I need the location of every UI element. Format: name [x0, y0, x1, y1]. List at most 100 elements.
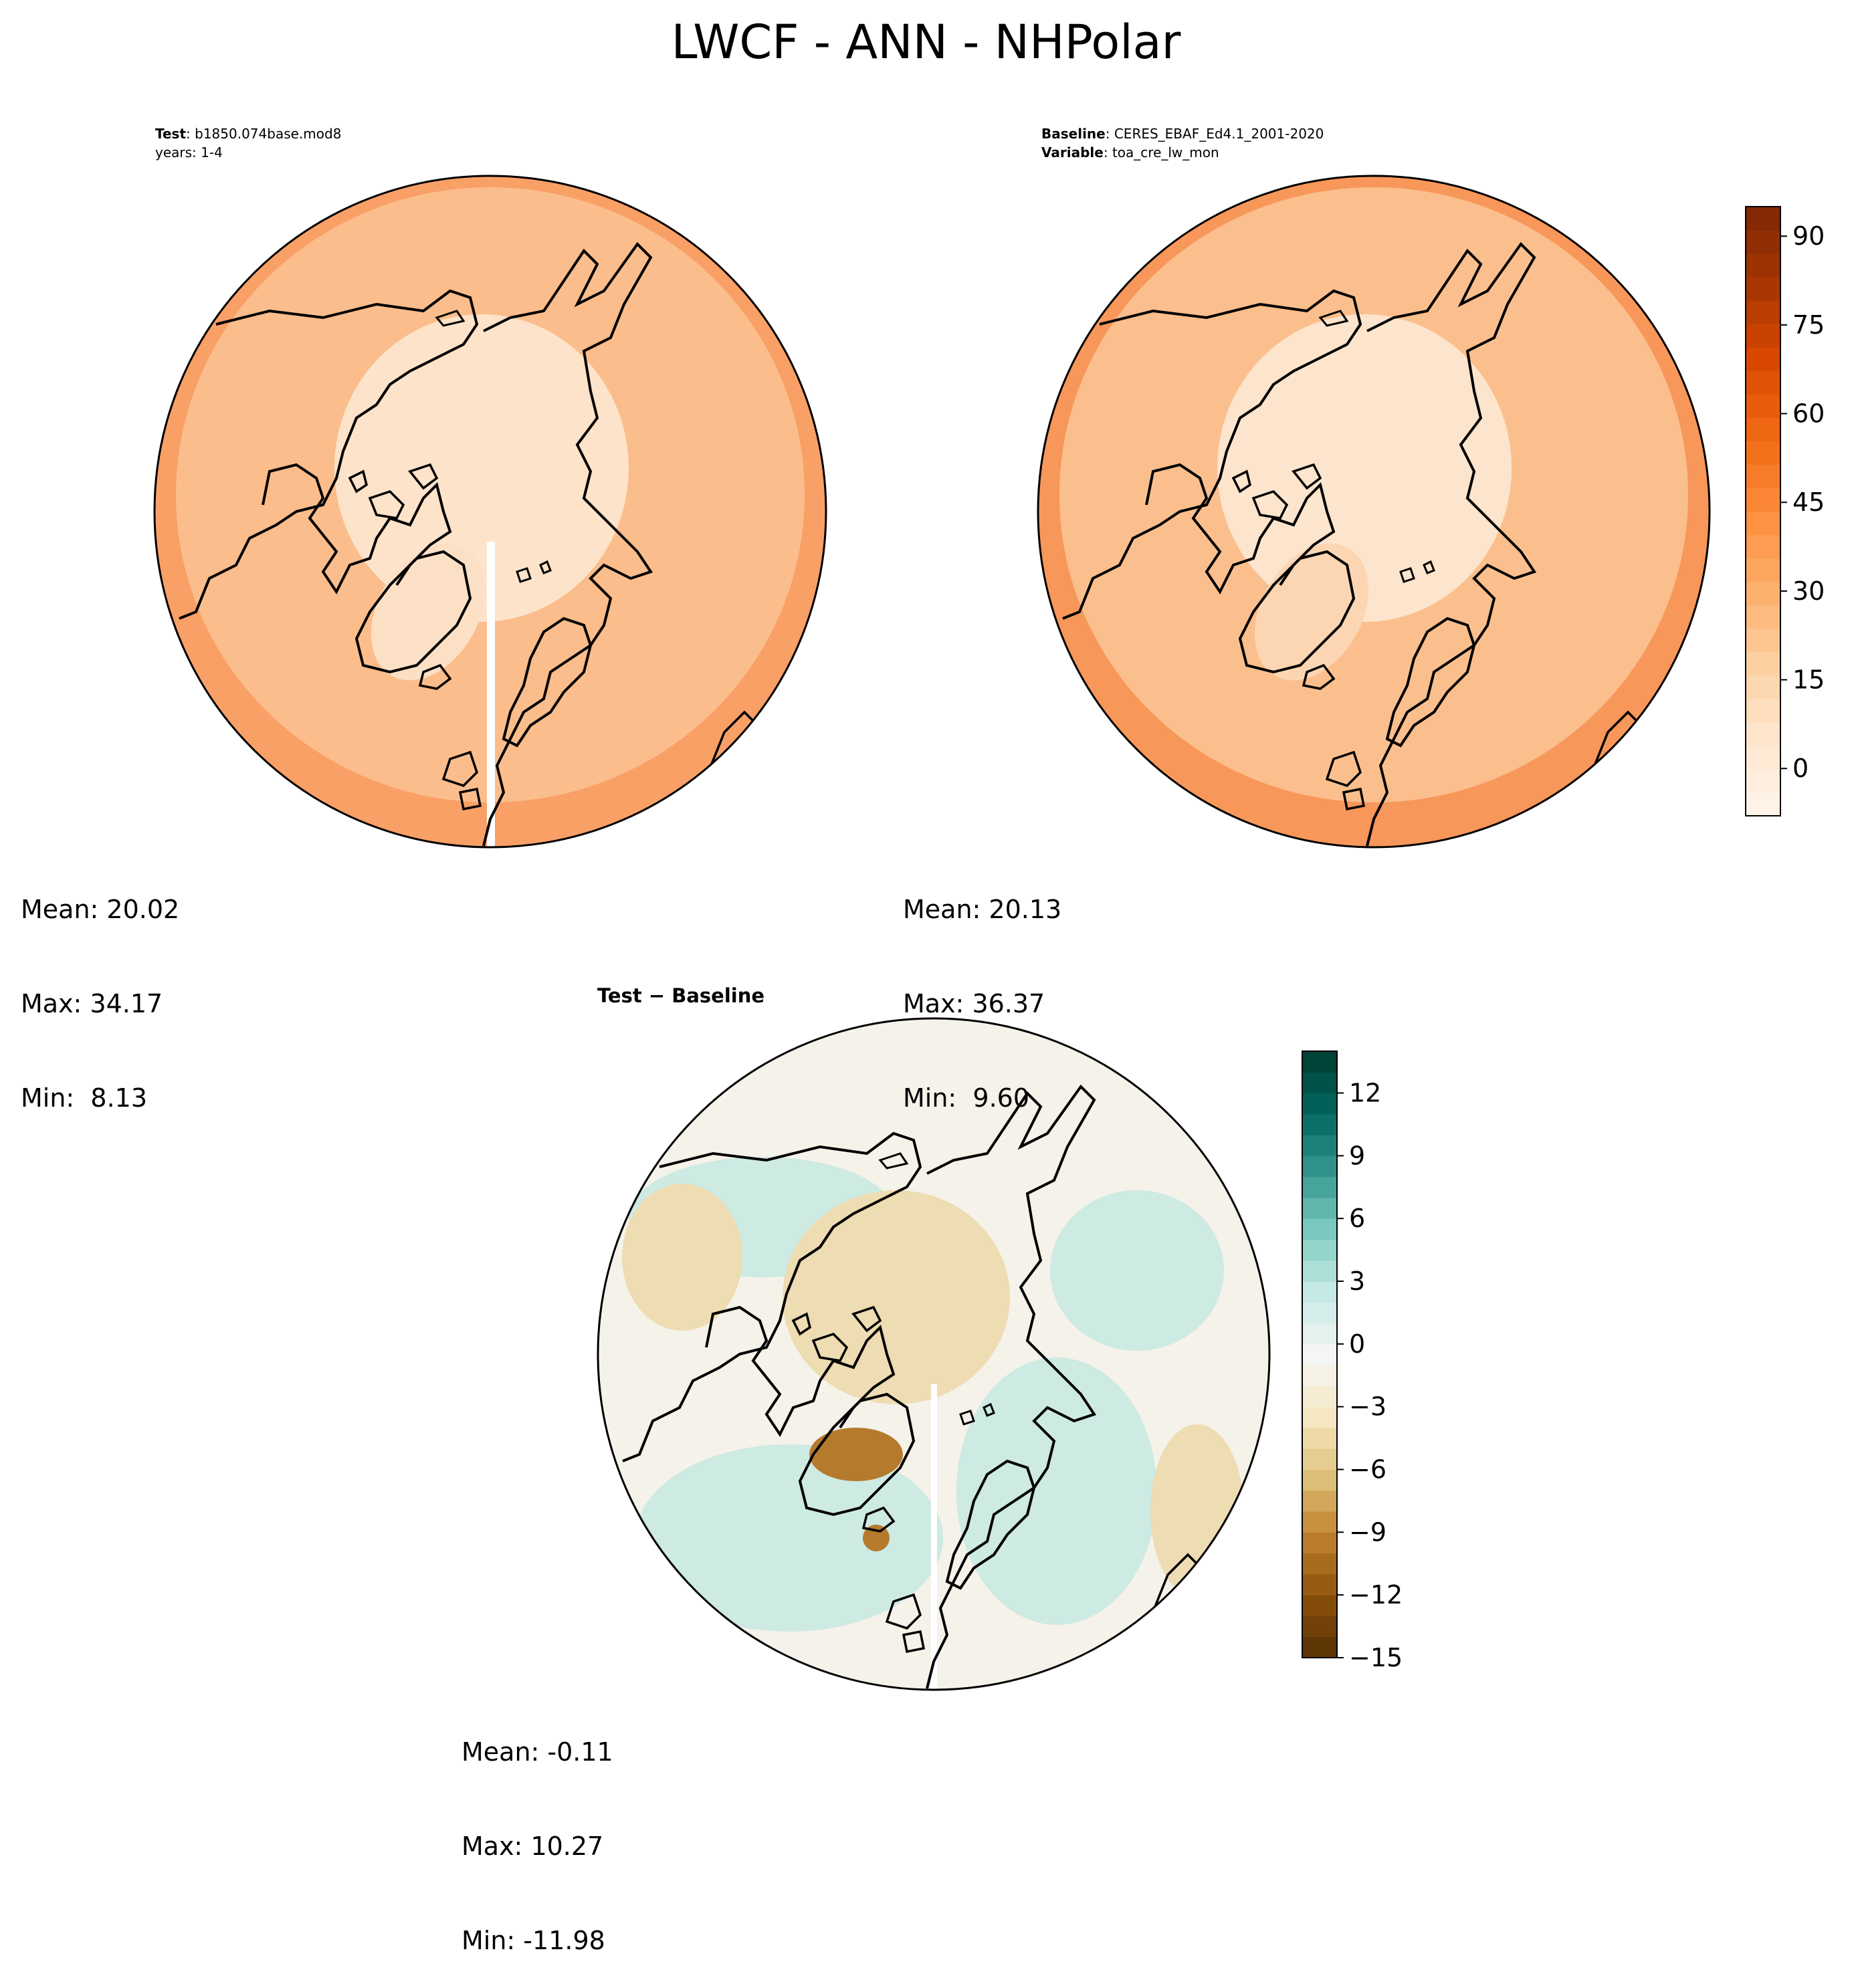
bottom-colorbar-segment — [1302, 1072, 1337, 1094]
top-colorbar-segment — [1746, 324, 1780, 348]
bottom-colorbar-segment — [1302, 1448, 1337, 1470]
bottom-colorbar-segment — [1302, 1302, 1337, 1324]
bottom-colorbar-segment — [1302, 1490, 1337, 1512]
top-colorbar-segment — [1746, 768, 1780, 793]
bottom-colorbar-tick-label: 6 — [1349, 1204, 1365, 1233]
top-colorbar-tick-label: 75 — [1792, 310, 1825, 340]
baseline-min: Min: 9.60 — [903, 1083, 1029, 1113]
bottom-colorbar-segment — [1302, 1573, 1337, 1595]
top-colorbar-segment — [1746, 722, 1780, 746]
bottom-colorbar-segment — [1302, 1113, 1337, 1135]
top-colorbar-segment — [1746, 511, 1780, 536]
bottom-colorbar-tick-label: 3 — [1349, 1266, 1365, 1296]
top-colorbar-segment — [1746, 675, 1780, 699]
variable-label: Variable — [1041, 144, 1104, 160]
top-colorbar-segment — [1746, 300, 1780, 324]
test-mean: Mean: 20.02 — [21, 895, 180, 924]
bottom-colorbar-segment — [1302, 1343, 1337, 1365]
test-max: Max: 34.17 — [21, 989, 163, 1018]
difference-panel-title: Test − Baseline — [597, 984, 765, 1007]
top-colorbar: 0 15 30 45 60 75 90 — [1745, 206, 1825, 816]
top-colorbar-segment — [1746, 745, 1780, 770]
bottom-colorbar-segment — [1302, 1218, 1337, 1240]
test-min: Min: 8.13 — [21, 1083, 147, 1113]
bottom-colorbar-tick-label: 12 — [1349, 1079, 1381, 1108]
top-colorbar-segment — [1746, 347, 1780, 371]
test-years: years: 1-4 — [155, 144, 223, 160]
bottom-colorbar-segment — [1302, 1511, 1337, 1533]
difference-map — [597, 1017, 1271, 1691]
top-colorbar-segment — [1746, 253, 1780, 278]
bottom-colorbar-tick-label: −15 — [1349, 1643, 1403, 1672]
top-colorbar-segment — [1746, 698, 1780, 723]
top-colorbar-tick-label: 60 — [1792, 399, 1825, 429]
bottom-colorbar-tick-label: −6 — [1349, 1455, 1386, 1484]
top-colorbar-segment — [1746, 651, 1780, 676]
bottom-colorbar-tick-label: 0 — [1349, 1329, 1365, 1359]
bottom-colorbar-segment — [1302, 1595, 1337, 1617]
bottom-colorbar-segment — [1302, 1323, 1337, 1345]
top-colorbar-segment — [1746, 277, 1780, 301]
bottom-colorbar-segment — [1302, 1260, 1337, 1282]
baseline-variable: toa_cre_lw_mon — [1112, 144, 1219, 160]
top-colorbar-segment — [1746, 792, 1780, 816]
figure-title: LWCF - ANN - NHPolar — [671, 15, 1181, 70]
bottom-colorbar-segment — [1302, 1155, 1337, 1178]
bottom-colorbar-tick-label: −9 — [1349, 1517, 1386, 1547]
bottom-colorbar-segment — [1302, 1093, 1337, 1115]
top-colorbar-tick-label: 15 — [1792, 665, 1825, 695]
test-label: Test — [155, 126, 187, 142]
bottom-colorbar-segment — [1302, 1239, 1337, 1261]
top-colorbar-segment — [1746, 441, 1780, 465]
top-colorbar-segment — [1746, 394, 1780, 418]
baseline-stats: Mean: 20.13 Max: 36.37 Min: 9.60 — [903, 831, 1061, 1145]
bottom-colorbar-tick-label: −12 — [1349, 1580, 1403, 1610]
top-colorbar-tick-label: 90 — [1792, 221, 1825, 251]
top-colorbar-tick-label: 30 — [1792, 576, 1825, 606]
bottom-colorbar-tick-label: 9 — [1349, 1141, 1365, 1170]
baseline-max: Max: 36.37 — [903, 989, 1045, 1018]
baseline-panel-header: Baseline: CERES_EBAF_Ed4.1_2001-2020 Var… — [1041, 126, 1324, 160]
top-colorbar-segment — [1746, 370, 1780, 395]
baseline-mean: Mean: 20.13 — [903, 895, 1062, 924]
bottom-colorbar-segment — [1302, 1532, 1337, 1554]
bottom-colorbar-segment — [1302, 1553, 1337, 1575]
top-colorbar-tick-label: 0 — [1792, 754, 1809, 783]
difference-min: Min: -11.98 — [461, 1926, 605, 1955]
bottom-colorbar-segment — [1302, 1469, 1337, 1491]
bottom-colorbar-segment — [1302, 1197, 1337, 1219]
bottom-colorbar-segment — [1302, 1616, 1337, 1638]
bottom-colorbar-tick-label: −3 — [1349, 1392, 1386, 1422]
top-colorbar-segment — [1746, 417, 1780, 441]
baseline-case-name: CERES_EBAF_Ed4.1_2001-2020 — [1114, 126, 1324, 142]
bottom-colorbar-segment — [1302, 1051, 1337, 1073]
bottom-colorbar-segment — [1302, 1386, 1337, 1408]
top-colorbar-segment — [1746, 464, 1780, 489]
test-map — [153, 175, 827, 849]
difference-stats: Mean: -0.11 Max: 10.27 Min: -11.98 — [461, 1674, 613, 1988]
difference-max: Max: 10.27 — [461, 1832, 604, 1861]
bottom-colorbar-segment — [1302, 1365, 1337, 1387]
test-panel-header: Test: b1850.074base.mod8 years: 1-4 — [155, 126, 342, 160]
top-colorbar-tick-label: 45 — [1792, 487, 1825, 517]
baseline-map — [1037, 175, 1711, 849]
top-colorbar-segment — [1746, 534, 1780, 559]
bottom-colorbar-segment — [1302, 1636, 1337, 1658]
top-colorbar-segment — [1746, 207, 1780, 231]
top-colorbar-segment — [1746, 581, 1780, 606]
top-colorbar-segment — [1746, 604, 1780, 629]
top-colorbar-segment — [1746, 487, 1780, 512]
bottom-colorbar-segment — [1302, 1406, 1337, 1428]
difference-mean: Mean: -0.11 — [461, 1737, 613, 1767]
bottom-colorbar-segment — [1302, 1176, 1337, 1198]
top-colorbar-segment — [1746, 230, 1780, 254]
bottom-colorbar: 12 9 6 3 0 −3 −6 −9 −12 −15 — [1302, 1051, 1403, 1672]
test-stats: Mean: 20.02 Max: 34.17 Min: 8.13 — [21, 831, 179, 1145]
test-case-name: b1850.074base.mod8 — [195, 126, 342, 142]
bottom-colorbar-segment — [1302, 1427, 1337, 1449]
baseline-label: Baseline — [1041, 126, 1106, 142]
bottom-colorbar-segment — [1302, 1135, 1337, 1156]
bottom-colorbar-segment — [1302, 1281, 1337, 1303]
top-colorbar-segment — [1746, 558, 1780, 582]
